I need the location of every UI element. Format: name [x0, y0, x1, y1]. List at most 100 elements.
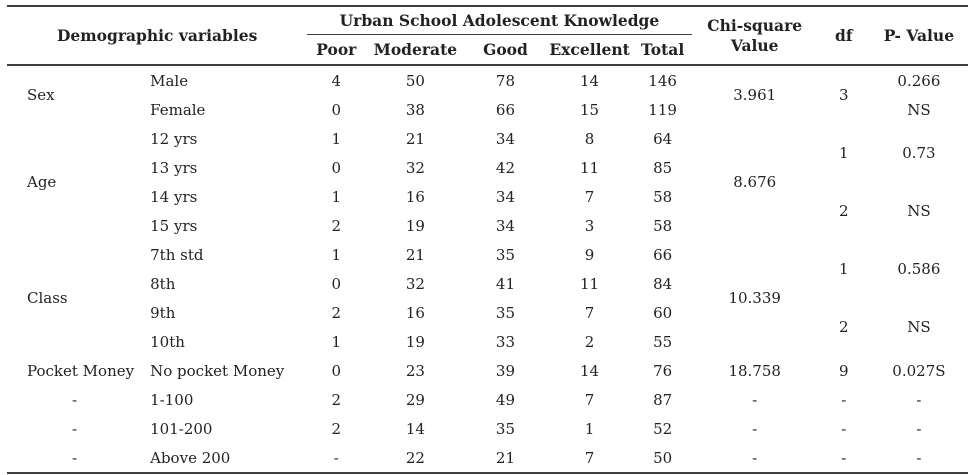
cell-good: 33 — [495, 332, 516, 351]
cell-chi-square: - — [752, 419, 758, 438]
table-body: Sex Male 4 50 78 14 146 3.961 3 0.266 Female 0 38 66 1… — [7, 65, 968, 473]
table-row: - Above 200 - 22 21 7 50 - - - — [7, 443, 968, 473]
cell-subcategory: Above 200 — [150, 448, 231, 467]
cell-df: 2 — [839, 202, 849, 220]
cell-moderate: 32 — [405, 274, 425, 293]
cell-total: 58 — [653, 216, 673, 235]
cell-p-value: - — [916, 419, 922, 438]
cell-good: 42 — [495, 158, 516, 177]
cell-excellent: 11 — [580, 274, 600, 293]
header-row-top: Demographic variables Urban School Adole… — [7, 6, 968, 55]
cell-category: Class — [27, 289, 68, 307]
cell-p-value: - — [916, 448, 922, 467]
cell-subcategory: 12 yrs — [150, 129, 198, 148]
cell-poor: 1 — [331, 187, 342, 206]
col-header-demographic-variables: Demographic variables — [56, 26, 258, 45]
cell-good: 35 — [495, 245, 516, 264]
cell-total: 55 — [653, 332, 673, 351]
cell-subcategory: 15 yrs — [150, 216, 198, 235]
cell-poor: 4 — [331, 71, 342, 90]
cell-subcategory: 7th std — [150, 245, 204, 264]
cell-excellent: 9 — [584, 245, 595, 264]
cell-p-value: 0.027S — [892, 361, 946, 380]
col-header-excellent: Excellent — [549, 40, 630, 59]
cell-poor: 1 — [331, 129, 342, 148]
cell-excellent: 7 — [584, 303, 595, 322]
cell-category: Age — [27, 173, 57, 191]
table-row: - 1-100 2 29 49 7 87 - - - — [7, 385, 968, 414]
cell-moderate: 16 — [405, 187, 425, 206]
cell-subcategory: 8th — [150, 274, 176, 293]
cell-subcategory: 1-100 — [150, 390, 194, 409]
cell-total: 58 — [653, 187, 673, 206]
col-header-p-value: P- Value — [883, 26, 955, 45]
cell-total: 146 — [648, 71, 677, 90]
cell-category: - — [72, 419, 78, 438]
cell-moderate: 19 — [405, 216, 425, 235]
cell-excellent: 7 — [584, 448, 595, 467]
cell-category: - — [72, 448, 78, 467]
cell-p-value: - — [916, 390, 922, 409]
cell-excellent: 15 — [580, 100, 600, 119]
table-row: Pocket Money No pocket Money 0 23 39 14 76 18.7… — [7, 356, 968, 385]
cell-total: 85 — [653, 158, 673, 177]
cell-moderate: 23 — [405, 361, 425, 380]
table-row: 14 yrs 1 16 34 7 58 2 NS — [7, 182, 968, 221]
cell-moderate: 50 — [405, 71, 425, 90]
col-header-poor: Poor — [316, 40, 357, 59]
cell-poor: 0 — [331, 158, 342, 177]
cell-subcategory: No pocket Money — [150, 361, 285, 380]
cell-total: 60 — [653, 303, 673, 322]
cell-total: 52 — [653, 419, 673, 438]
cell-moderate: 16 — [405, 303, 425, 322]
cell-excellent: 3 — [584, 216, 595, 235]
cell-chi-square: 3.961 — [733, 86, 777, 104]
table-row: 10th 1 19 33 2 55 — [7, 327, 968, 356]
table-row: Female 0 38 66 15 119 NS — [7, 95, 968, 124]
cell-p-value: 0.73 — [902, 144, 936, 162]
table-row: Class 7th std 1 21 35 9 66 10.339 1 0.586 — [7, 240, 968, 308]
cell-poor: 2 — [331, 216, 342, 235]
cell-excellent: 1 — [584, 419, 595, 438]
cell-moderate: 21 — [405, 129, 425, 148]
cell-total: 50 — [653, 448, 673, 467]
cell-df: 1 — [839, 144, 849, 162]
cell-poor: 1 — [331, 332, 342, 351]
cell-chi-square: 10.339 — [728, 289, 781, 307]
cell-subcategory: Male — [150, 71, 189, 90]
table-row: - 101-200 2 14 35 1 52 - - - — [7, 414, 968, 443]
table-row: 8th 0 32 41 11 84 — [7, 269, 968, 298]
cell-total: 84 — [653, 274, 673, 293]
table-row: 15 yrs 2 19 34 3 58 — [7, 211, 968, 240]
cell-excellent: 8 — [584, 129, 595, 148]
cell-poor: 0 — [331, 100, 342, 119]
cell-excellent: 14 — [580, 361, 600, 380]
table-row: Sex Male 4 50 78 14 146 3.961 3 0.266 — [7, 65, 968, 105]
cell-good: 34 — [495, 187, 516, 206]
cell-chi-square: 18.758 — [728, 361, 781, 380]
cell-category: Pocket Money — [27, 361, 135, 380]
cell-p-value: NS — [907, 100, 931, 119]
cell-good: 21 — [495, 448, 516, 467]
cell-p-value: NS — [907, 202, 931, 220]
cell-p-value: 0.266 — [897, 71, 941, 90]
cell-chi-square: - — [752, 390, 758, 409]
cell-p-value: NS — [907, 318, 931, 336]
cell-poor: 0 — [331, 361, 342, 380]
cell-good: 39 — [495, 361, 516, 380]
cell-p-value: 0.586 — [897, 260, 941, 278]
cell-category: - — [72, 390, 78, 409]
cell-poor: 1 — [331, 245, 342, 264]
cell-good: 78 — [495, 71, 516, 90]
cell-chi-square: - — [752, 448, 758, 467]
cell-category: Sex — [27, 86, 55, 104]
cell-total: 66 — [653, 245, 673, 264]
cell-subcategory: Female — [150, 100, 206, 119]
cell-good: 41 — [495, 274, 516, 293]
table-row: Age 12 yrs 1 21 34 8 64 8.676 1 0.73 — [7, 124, 968, 192]
header-row-levels: Poor Moderate Good Excellent Total — [7, 35, 968, 66]
cell-excellent: 7 — [584, 390, 595, 409]
cell-moderate: 29 — [405, 390, 425, 409]
cell-df: - — [841, 390, 847, 409]
